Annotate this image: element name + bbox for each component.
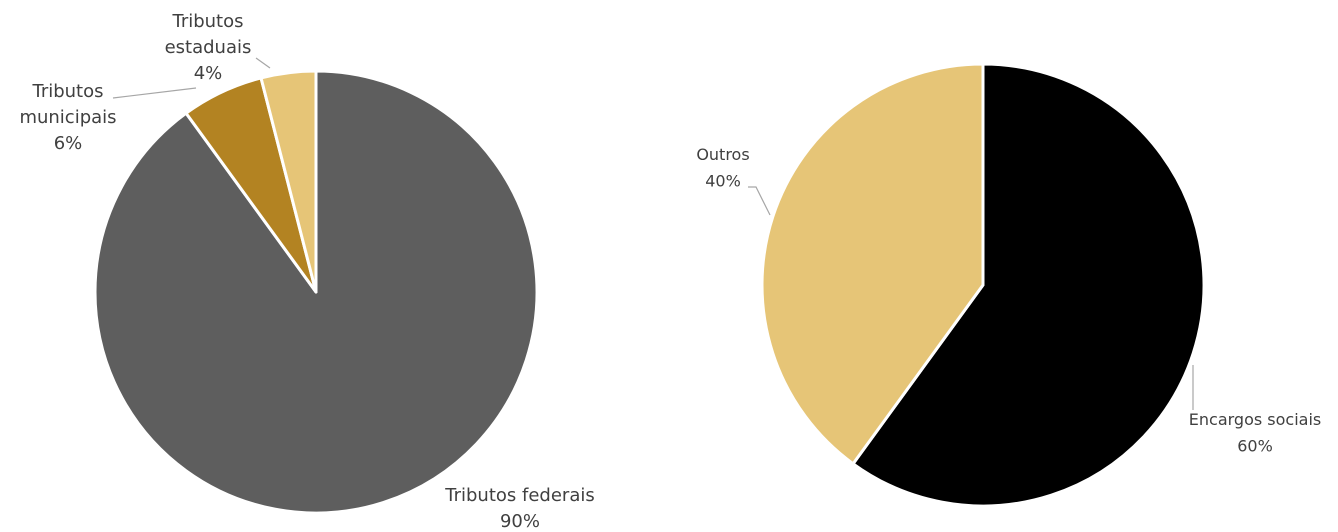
category-label: Tributos federais — [444, 485, 594, 506]
value-label: 90% — [500, 511, 540, 532]
value-label: 60% — [1237, 437, 1273, 456]
label-line: estaduais — [165, 37, 252, 58]
pie-slice — [760, 62, 985, 466]
value-label: 40% — [705, 172, 741, 191]
label-line: municipais — [19, 107, 116, 128]
category-label: Tributos municipais — [19, 81, 116, 128]
leader-line — [112, 87, 197, 99]
category-label: Outros — [696, 145, 749, 164]
pie-slice — [851, 62, 1206, 508]
label-line: Outros — [696, 145, 749, 164]
value-label: 6% — [54, 133, 83, 154]
leader-line — [255, 57, 271, 69]
category-label: Tributos estaduais — [165, 11, 252, 58]
label-line: Encargos sociais — [1189, 410, 1321, 429]
label-line: Tributos federais — [444, 485, 594, 506]
leader-line — [748, 186, 771, 216]
label-line: Tributos — [31, 81, 103, 102]
category-label: Encargos sociais — [1189, 410, 1321, 429]
label-line: Tributos — [171, 11, 243, 32]
pie-slice — [259, 69, 318, 294]
value-label: 4% — [194, 63, 223, 84]
